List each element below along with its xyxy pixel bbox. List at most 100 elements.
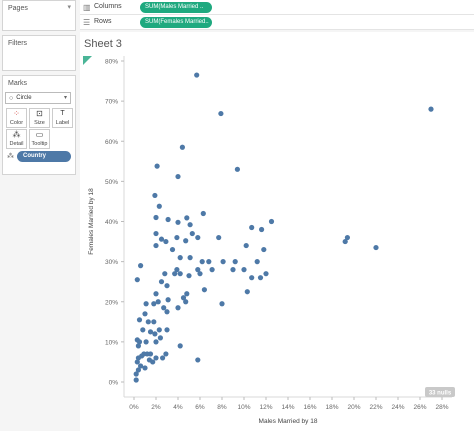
data-point bbox=[134, 277, 140, 283]
detail-field-icon: ⁂ bbox=[7, 153, 14, 160]
color-button[interactable]: ⁘ Color bbox=[6, 108, 27, 128]
y-tick-label: 20% bbox=[105, 299, 118, 306]
data-point bbox=[195, 234, 201, 241]
data-point bbox=[179, 144, 185, 150]
rows-shelf[interactable]: ☰ Rows SUM(Females Married.. bbox=[80, 15, 474, 30]
data-point bbox=[201, 287, 207, 293]
data-point bbox=[153, 355, 159, 361]
data-point bbox=[184, 291, 190, 297]
data-point bbox=[162, 271, 168, 277]
data-point bbox=[133, 377, 139, 383]
data-point bbox=[158, 236, 165, 242]
data-point bbox=[174, 267, 180, 273]
columns-pill[interactable]: SUM(Males Married .. bbox=[140, 2, 212, 13]
data-point bbox=[259, 226, 265, 233]
marks-title: Marks bbox=[8, 80, 28, 87]
data-point bbox=[135, 355, 141, 361]
data-point bbox=[169, 246, 176, 253]
data-point bbox=[140, 327, 146, 333]
x-tick-label: 20% bbox=[347, 404, 360, 411]
data-point bbox=[136, 339, 143, 345]
data-point bbox=[133, 371, 139, 377]
data-point bbox=[183, 238, 189, 244]
data-point bbox=[147, 329, 154, 335]
data-point bbox=[155, 299, 161, 305]
data-point bbox=[157, 335, 163, 341]
data-point bbox=[164, 327, 170, 333]
data-point bbox=[189, 230, 195, 237]
x-tick-label: 2% bbox=[151, 404, 161, 411]
x-tick-label: 24% bbox=[391, 404, 404, 411]
data-point bbox=[209, 267, 215, 273]
x-tick-label: 22% bbox=[369, 404, 382, 411]
data-point bbox=[142, 365, 148, 371]
data-point bbox=[156, 203, 162, 209]
tooltip-button[interactable]: ▭ Tooltip bbox=[29, 129, 50, 149]
data-point bbox=[153, 214, 159, 221]
y-tick-label: 70% bbox=[105, 99, 118, 106]
data-point bbox=[177, 255, 183, 261]
data-point bbox=[136, 317, 143, 323]
chevron-down-icon: ▾ bbox=[63, 95, 67, 101]
tooltip-label: Tooltip bbox=[31, 141, 48, 147]
data-point bbox=[199, 259, 205, 265]
x-tick-label: 18% bbox=[325, 404, 338, 411]
rows-label: Rows bbox=[94, 18, 112, 25]
data-point bbox=[152, 192, 158, 199]
data-point bbox=[197, 271, 203, 277]
color-label: Color bbox=[9, 120, 24, 126]
y-tick-label: 0% bbox=[109, 380, 119, 387]
y-tick-label: 50% bbox=[105, 179, 118, 186]
data-point bbox=[146, 357, 152, 363]
x-tick-label: 8% bbox=[217, 404, 227, 411]
label-button[interactable]: T Label bbox=[52, 108, 73, 128]
data-point bbox=[243, 242, 249, 249]
data-point bbox=[244, 289, 250, 295]
size-label: Size bbox=[34, 120, 45, 126]
data-point bbox=[135, 343, 141, 349]
data-point bbox=[156, 327, 162, 333]
x-tick-label: 0% bbox=[129, 404, 139, 411]
data-point bbox=[200, 210, 206, 217]
filters-title: Filters bbox=[8, 40, 28, 47]
data-point bbox=[153, 230, 159, 237]
country-detail-pill[interactable]: Country bbox=[17, 151, 71, 162]
data-point bbox=[428, 106, 434, 112]
data-point bbox=[230, 267, 236, 273]
y-axis-title: Females Married by 18 bbox=[88, 188, 95, 255]
y-tick-label: 40% bbox=[105, 219, 118, 226]
x-tick-label: 14% bbox=[281, 404, 294, 411]
filters-card[interactable]: Filters bbox=[2, 35, 76, 71]
data-point bbox=[163, 351, 169, 357]
data-point bbox=[161, 305, 167, 311]
chevron-down-icon[interactable]: ▾ bbox=[67, 4, 71, 11]
data-point bbox=[180, 295, 187, 301]
data-point bbox=[175, 219, 181, 225]
data-point bbox=[135, 367, 141, 373]
data-point bbox=[177, 271, 183, 277]
x-tick-label: 28% bbox=[435, 404, 448, 411]
data-point bbox=[134, 359, 140, 365]
rows-pill[interactable]: SUM(Females Married.. bbox=[140, 17, 212, 28]
data-point bbox=[187, 255, 193, 261]
data-point bbox=[142, 311, 148, 317]
data-point bbox=[241, 267, 247, 273]
data-point bbox=[143, 301, 149, 307]
data-point bbox=[194, 72, 200, 78]
data-point bbox=[344, 234, 350, 241]
data-point bbox=[183, 299, 189, 305]
mark-type-value: Circle bbox=[16, 95, 32, 101]
nulls-badge-label: 33 nulls bbox=[429, 391, 452, 397]
pages-card[interactable]: Pages ▾ bbox=[2, 0, 76, 31]
size-button[interactable]: ⊡ Size bbox=[29, 108, 50, 128]
x-tick-label: 12% bbox=[259, 404, 272, 411]
data-point bbox=[263, 271, 269, 277]
mark-type-dropdown[interactable]: ○ Circle ▾ bbox=[5, 92, 71, 104]
columns-shelf[interactable]: ▥ Columns SUM(Males Married .. bbox=[80, 0, 474, 15]
detail-button[interactable]: ⁂ Detail bbox=[6, 129, 27, 149]
data-point bbox=[164, 309, 170, 315]
data-point bbox=[195, 267, 201, 273]
label-icon: T bbox=[60, 110, 65, 117]
nulls-badge[interactable] bbox=[425, 387, 455, 397]
sheet-view: Sheet 3 0% 10% 20% 30% 40% 50% 60% 70% 80% 0% 2% 4%… bbox=[80, 32, 474, 431]
